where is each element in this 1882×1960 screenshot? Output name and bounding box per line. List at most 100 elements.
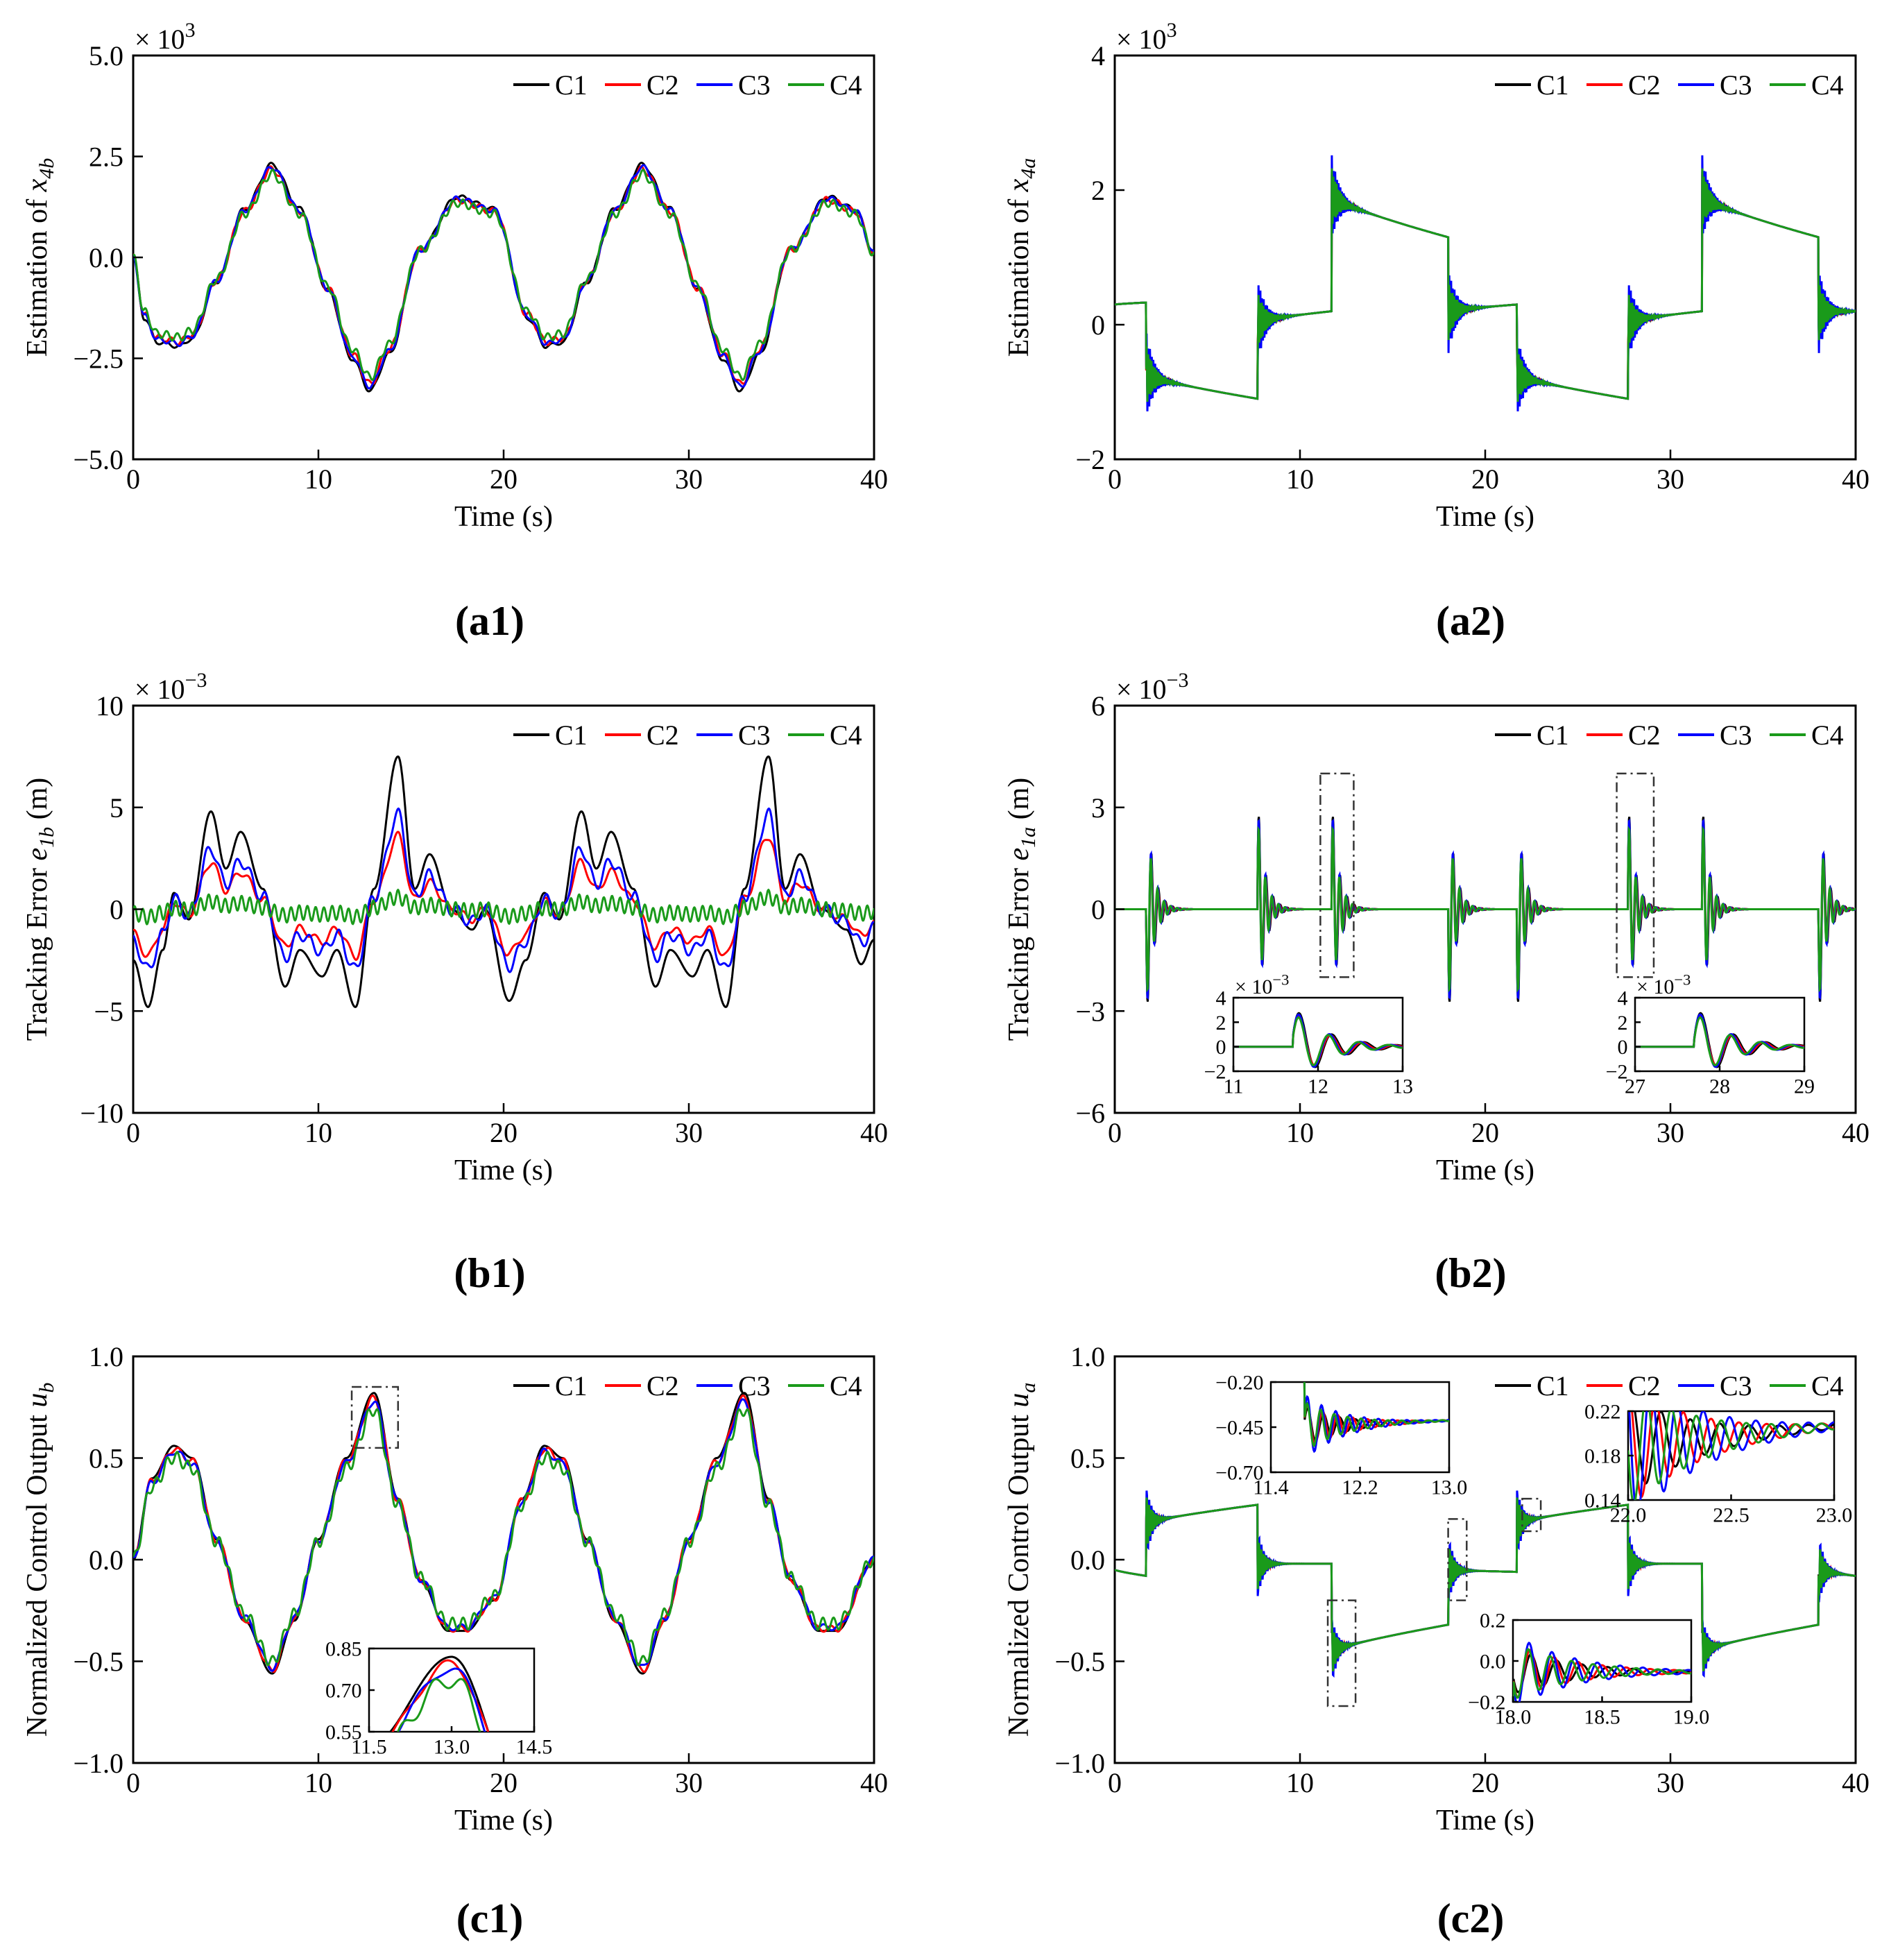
y-tick-label: 3 [1091,792,1105,824]
series-c3 [133,1399,874,1671]
x-tick-label: 40 [1842,1767,1870,1798]
chart-a1: 0 10 20 30 40 −5.0 −2.5 0.0 2.5 5.0 Time (s) Estima… [22,19,888,533]
legend: C1 C2 C3 C4 [513,69,862,101]
x-axis-label: Time (s) [454,1154,553,1186]
x-tick-label: 20 [490,1117,517,1148]
legend-label-c2: C2 [647,1370,679,1401]
chart-c1: 0 10 20 30 40−1.0−0.50.00.51.0Time (s)Normal… [22,1341,888,1837]
axis-scale-factor: × 10−3 [1235,971,1289,998]
series-c3 [133,165,874,389]
legend-label-c3: C3 [1720,69,1752,101]
x-tick-label: 10 [1286,1117,1314,1148]
y-tick-label: −0.2 [1468,1691,1505,1714]
x-tick-label: 22.5 [1713,1504,1750,1527]
x-tick-label: 30 [1657,463,1684,495]
axis-scale-factor: × 103 [135,19,196,55]
x-axis-label: Time (s) [1436,1805,1534,1837]
x-tick-label: 10 [305,1117,332,1148]
x-tick-label: 20 [1471,1767,1499,1798]
y-tick-label: 0.70 [325,1680,362,1703]
x-tick-label: 30 [675,1767,703,1798]
y-tick-label: 6 [1091,690,1105,722]
series-c3 [1115,155,1856,411]
x-tick-label: 28 [1709,1075,1730,1098]
series-c1 [133,756,874,1007]
series-c1 [133,163,874,391]
inset: 18.0 18.5 19.0−0.20.00.2 [1468,1610,1709,1735]
series-c4 [133,890,874,924]
legend: C1 C2 C3 C4 [1495,69,1844,101]
series-c2 [1115,175,1856,399]
legend-label-c1: C1 [1537,69,1569,101]
x-axis-label: Time (s) [1436,1154,1534,1186]
series-c1 [133,1393,874,1673]
y-tick-label: 0.55 [325,1721,362,1744]
chart-b1: 0 10 20 30 40 −10 −5 0 5 10 Time (s) Tracking Error… [22,669,888,1186]
legend-label-c2: C2 [1628,1370,1661,1401]
y-tick-label: 0 [1618,1036,1628,1059]
x-tick-label: 0 [126,1117,140,1148]
x-tick-label: 20 [1471,1117,1499,1148]
legend: C1 C2 C3 C4 [1495,1370,1844,1401]
y-tick-label: 0.14 [1584,1490,1621,1512]
y-tick-label: 0.0 [1070,1544,1105,1576]
x-tick-label: 40 [1842,1117,1870,1148]
x-axis-label: Time (s) [454,501,553,533]
x-tick-label: 30 [675,463,703,495]
y-tick-label: −2 [1075,444,1105,475]
series-c2 [133,1396,874,1672]
legend-label-c1: C1 [555,1370,588,1401]
series-c4 [1115,829,1856,989]
x-tick-label: 10 [1286,463,1314,495]
x-tick-label: 0 [1108,1767,1122,1798]
x-tick-label: 10 [305,463,332,495]
y-tick-label: −0.5 [1054,1646,1105,1678]
y-tick-label: 0.22 [1584,1401,1621,1424]
x-tick-label: 13 [1392,1075,1413,1098]
x-tick-label: 30 [1657,1117,1684,1148]
x-tick-label: 30 [675,1117,703,1148]
x-tick-label: 12.2 [1342,1476,1378,1499]
x-tick-label: 10 [305,1767,332,1798]
legend-label-c1: C1 [555,69,588,101]
x-tick-label: 20 [490,463,517,495]
inset: 11.5 13.0 14.5 0.55 0.70 0.85 [325,1638,552,1774]
y-tick-label: 2.5 [89,142,123,173]
panel-label-c1: (c1) [456,1895,524,1941]
y-tick-label: 0 [1091,309,1105,341]
y-axis-label: Normalized Control Output ub [22,1383,58,1737]
y-tick-label: 2 [1216,1012,1226,1034]
x-tick-label: 14.5 [516,1736,553,1759]
legend-label-c1: C1 [1537,719,1569,751]
y-tick-label: 10 [96,690,123,722]
panel-label-a1: (a1) [455,598,524,644]
y-tick-label: −6 [1075,1098,1105,1129]
series-c3 [133,809,874,973]
y-tick-label: −1.0 [1054,1748,1105,1779]
legend-label-c1: C1 [1537,1370,1569,1401]
y-tick-label: 0.5 [1070,1443,1105,1474]
y-tick-label: −0.45 [1215,1417,1263,1440]
chart-a2: 0 10 20 30 40−2024Time (s)Estimation of x4a×… [1003,19,1870,533]
x-tick-label: 12 [1308,1075,1328,1098]
y-tick-label: 0 [1216,1036,1226,1059]
legend-label-c2: C2 [647,719,679,751]
y-tick-label: 4 [1091,40,1105,71]
x-tick-label: 40 [860,463,888,495]
y-tick-label: −5 [94,996,123,1027]
x-axis-label: Time (s) [454,1805,553,1837]
x-tick-label: 0 [126,1767,140,1798]
axis-scale-factor: × 10−3 [135,669,207,705]
plot-frame [1115,56,1856,459]
x-axis-label: Time (s) [1436,501,1534,533]
legend: C1 C2 C3 C4 [513,1370,862,1401]
x-tick-label: 20 [490,1767,517,1798]
x-tick-label: 13.0 [1431,1476,1468,1499]
x-tick-label: 40 [860,1117,888,1148]
legend: C1 C2 C3 C4 [513,719,862,751]
x-tick-label: 0 [1108,1117,1122,1148]
x-tick-label: 27 [1625,1075,1645,1098]
y-tick-label: −5.0 [73,444,123,475]
